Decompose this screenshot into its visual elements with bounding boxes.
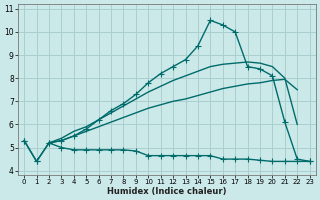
X-axis label: Humidex (Indice chaleur): Humidex (Indice chaleur) — [107, 187, 227, 196]
